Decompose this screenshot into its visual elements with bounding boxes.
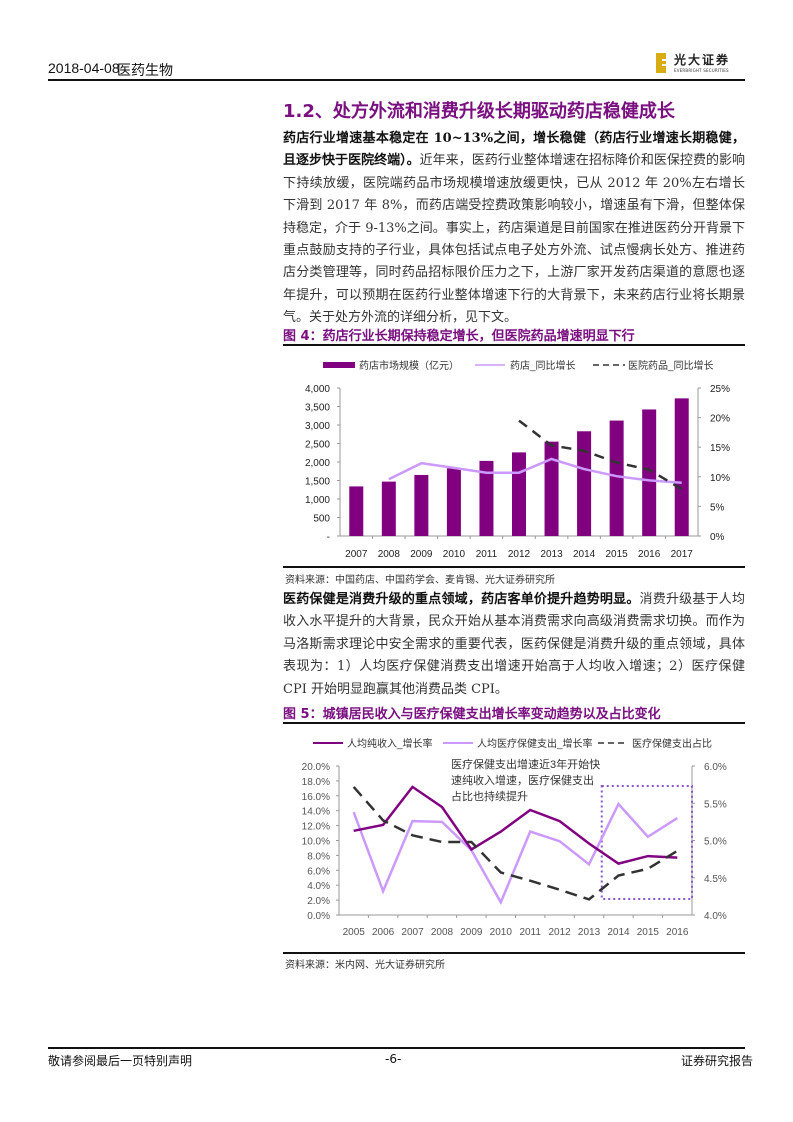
paragraph-1-lead: 药店行业增速基本稳定在 10~13%之间，增长稳健（药店行业增速长期稳健，且逐步… [283, 131, 745, 169]
logo-cn-text: 光大证券 [674, 53, 731, 67]
legend-income-label: 人均纯收入_增长率 [347, 737, 433, 750]
paragraph-2-lead: 医药保健是消费升级的重点领域，药店客单价提升趋势明显。 [283, 592, 640, 607]
svg-text:2009: 2009 [460, 927, 483, 938]
paragraph-1: 药店行业增速基本稳定在 10~13%之间，增长稳健（药店行业增速长期稳健，且逐步… [283, 128, 745, 330]
report-sector: 医药生物 [117, 63, 173, 79]
svg-text:2013: 2013 [540, 549, 563, 560]
svg-text:2010: 2010 [490, 927, 513, 938]
legend-hospital-label: 医院药品_同比增长 [628, 359, 714, 372]
header-divider [48, 79, 745, 81]
svg-text:500: 500 [313, 514, 330, 525]
svg-text:18.0%: 18.0% [302, 777, 330, 788]
svg-text:2011: 2011 [476, 549, 498, 560]
paragraph-2-body: 消费升级基于人均收入水平提升的大背景，民众开始从基本消费需求向高级消费需求切换。… [283, 592, 745, 697]
svg-text:2008: 2008 [431, 927, 454, 938]
svg-text:2015: 2015 [606, 549, 629, 560]
svg-text:2,000: 2,000 [305, 458, 330, 469]
figure-4-legend: 药店市场规模（亿元） 药店_同比增长 医院药品_同比增长 [323, 359, 714, 372]
svg-text:14.0%: 14.0% [302, 807, 330, 818]
svg-text:3,000: 3,000 [305, 421, 330, 432]
svg-text:5%: 5% [710, 502, 725, 513]
svg-text:占比也持续提升: 占比也持续提升 [451, 789, 528, 803]
svg-text:4.0%: 4.0% [704, 911, 727, 922]
svg-text:2007: 2007 [345, 549, 368, 560]
footer-divider [48, 1047, 745, 1049]
legend-medical-label: 人均医疗保健支出_增长率 [477, 737, 593, 750]
svg-text:医疗保健支出增速近3年开始快: 医疗保健支出增速近3年开始快 [451, 757, 600, 771]
section-title: 1.2、处方外流和消费升级长期驱动药店稳健成长 [283, 101, 675, 122]
svg-text:10%: 10% [710, 473, 730, 484]
svg-text:2016: 2016 [666, 927, 689, 938]
svg-text:8.0%: 8.0% [307, 851, 330, 862]
footer-disclaimer: 敬请参阅最后一页特别声明 [48, 1054, 193, 1068]
svg-text:15%: 15% [710, 443, 730, 454]
figure-4-top-rule [283, 344, 745, 346]
figure-5-top-rule [283, 722, 745, 724]
svg-text:4,000: 4,000 [305, 384, 330, 395]
legend-share-label: 医疗保健支出占比 [632, 737, 712, 750]
figure-5-bottom-rule [283, 952, 745, 954]
svg-text:2012: 2012 [549, 927, 572, 938]
svg-text:2007: 2007 [401, 927, 424, 938]
svg-text:20.0%: 20.0% [302, 762, 330, 773]
figure-5-title: 图 5：城镇居民收入与医疗保健支出增长率变动趋势以及占比变化 [283, 707, 661, 722]
logo-mark-icon [656, 53, 666, 73]
svg-text:2017: 2017 [671, 549, 694, 560]
svg-text:2,500: 2,500 [305, 440, 330, 451]
svg-text:3,500: 3,500 [305, 403, 330, 414]
footer-report-type: 证券研究报告 [681, 1054, 754, 1068]
svg-text:4.5%: 4.5% [704, 874, 727, 885]
svg-text:2013: 2013 [578, 927, 601, 938]
figure-4-title: 图 4：药店行业长期保持稳定增长，但医院药品增速明显下行 [283, 329, 635, 344]
svg-text:2005: 2005 [343, 927, 366, 938]
svg-text:12.0%: 12.0% [302, 822, 330, 833]
svg-text:1,000: 1,000 [305, 495, 330, 506]
legend-bar-label: 药店市场规模（亿元） [359, 359, 459, 372]
svg-text:-: - [327, 532, 330, 543]
figure-5-chart: 人均纯收入_增长率 人均医疗保健支出_增长率 医疗保健支出占比 0.0% 2.0%… [302, 737, 727, 938]
svg-text:2010: 2010 [443, 549, 466, 560]
figure-4-bottom-rule [283, 566, 745, 568]
figure-5-source: 资料来源：米内网、光大证券研究所 [285, 960, 445, 971]
svg-text:10.0%: 10.0% [302, 837, 330, 848]
svg-text:5.5%: 5.5% [704, 799, 727, 810]
legend-pharmacy-label: 药店_同比增长 [510, 359, 576, 372]
figure-5-legend: 人均纯收入_增长率 人均医疗保健支出_增长率 医疗保健支出占比 [313, 737, 712, 750]
svg-text:2014: 2014 [573, 549, 596, 560]
svg-text:2015: 2015 [637, 927, 660, 938]
svg-text:25%: 25% [710, 384, 730, 395]
svg-text:6.0%: 6.0% [704, 762, 727, 773]
svg-text:2.0%: 2.0% [307, 896, 330, 907]
svg-text:6.0%: 6.0% [307, 866, 330, 877]
paragraph-1-body: 近年来，医药行业整体增速在招标降价和医保控费的影响下持续放缓，医院端药品市场规模… [283, 153, 745, 326]
svg-text:4.0%: 4.0% [307, 881, 330, 892]
svg-text:2011: 2011 [519, 927, 541, 938]
svg-text:1,500: 1,500 [305, 477, 330, 488]
page-number: -6- [385, 1052, 402, 1066]
company-logo: 光大证券 EVERBRIGHT SECURITIES [656, 53, 746, 75]
figure-4-source: 资料来源：中国药店、中国药学会、麦肯锡、光大证券研究所 [285, 575, 555, 586]
svg-text:速纯收入增速，医疗保健支出: 速纯收入增速，医疗保健支出 [451, 773, 594, 787]
svg-text:2006: 2006 [372, 927, 395, 938]
svg-text:2012: 2012 [508, 549, 531, 560]
logo-en-text: EVERBRIGHT SECURITIES [674, 68, 729, 73]
figure-4-chart: 药店市场规模（亿元） 药店_同比增长 医院药品_同比增长 - 500 1,000 1,… [305, 359, 730, 560]
paragraph-2: 医药保健是消费升级的重点领域，药店客单价提升趋势明显。消费升级基于人均收入水平提… [283, 589, 745, 701]
svg-text:20%: 20% [710, 414, 730, 425]
report-date: 2018-04-08 [48, 60, 120, 76]
svg-text:0%: 0% [710, 532, 725, 543]
svg-text:5.0%: 5.0% [704, 837, 727, 848]
svg-text:2008: 2008 [378, 549, 401, 560]
svg-text:2014: 2014 [607, 927, 630, 938]
svg-text:16.0%: 16.0% [302, 792, 330, 803]
svg-text:2016: 2016 [638, 549, 661, 560]
svg-text:0.0%: 0.0% [307, 911, 330, 922]
svg-text:2009: 2009 [410, 549, 433, 560]
